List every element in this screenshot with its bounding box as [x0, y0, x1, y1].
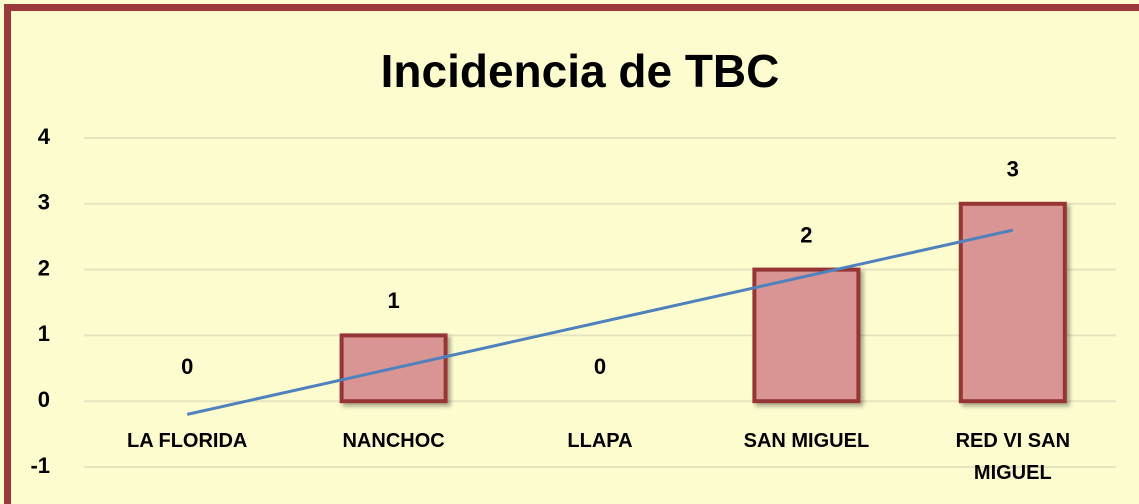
x-tick-label: LA FLORIDA: [127, 430, 248, 453]
bar: [958, 201, 1067, 404]
chart-title: Incidencia de TBC: [381, 45, 780, 97]
x-tick-label: LLAPA: [567, 430, 633, 453]
data-label: 2: [800, 222, 812, 247]
x-tick-label: RED VI SAN MIGUEL: [955, 430, 1071, 485]
data-label: 3: [1007, 157, 1019, 182]
y-tick-label: 4: [38, 124, 51, 149]
bar: [752, 267, 861, 404]
data-label: 0: [594, 354, 606, 379]
trendline: [186, 228, 1014, 416]
y-tick-label: 1: [38, 321, 50, 346]
y-tick-label: 0: [38, 387, 50, 412]
x-tick-label: SAN MIGUEL: [743, 430, 870, 453]
data-label: 1: [387, 288, 399, 313]
y-tick-label: 2: [38, 255, 50, 280]
data-label: 0: [181, 354, 193, 379]
x-tick-label: NANCHOC: [342, 430, 445, 453]
bar: [339, 333, 448, 404]
y-tick-label: 3: [38, 190, 50, 215]
y-tick-label: -1: [30, 453, 50, 478]
